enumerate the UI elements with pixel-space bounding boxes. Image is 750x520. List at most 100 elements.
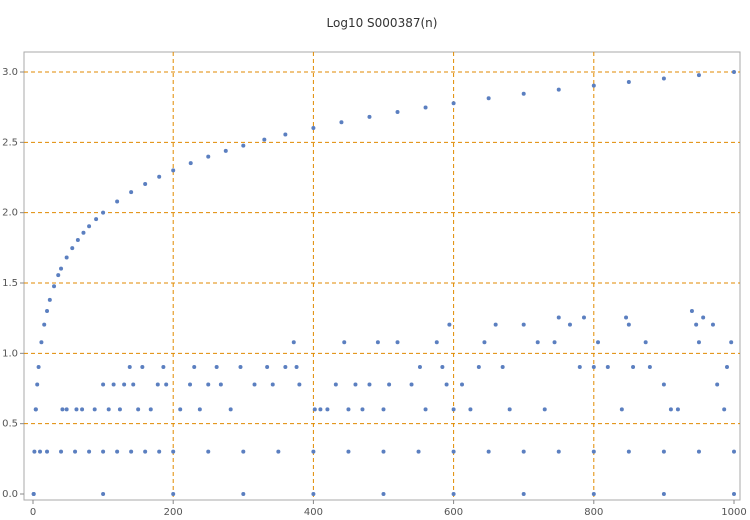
data-point: [143, 181, 148, 186]
data-point: [92, 407, 97, 412]
data-point: [591, 492, 596, 496]
data-point: [45, 449, 50, 454]
data-point: [434, 340, 439, 345]
data-point: [101, 382, 106, 387]
data-point: [140, 364, 145, 369]
data-point: [188, 161, 193, 166]
x-tick-label: 1000: [721, 507, 746, 518]
data-point: [111, 382, 116, 387]
data-point: [521, 91, 526, 96]
data-point: [732, 492, 736, 496]
data-point: [493, 322, 498, 327]
data-point: [155, 382, 160, 387]
data-point: [56, 273, 61, 278]
data-point: [715, 382, 720, 387]
data-point: [626, 322, 631, 327]
data-point: [447, 322, 452, 327]
data-point: [206, 154, 211, 159]
data-point: [241, 143, 246, 148]
data-point: [696, 449, 701, 454]
data-point: [241, 449, 246, 454]
data-point: [206, 382, 211, 387]
data-point: [157, 449, 162, 454]
data-point: [460, 382, 465, 387]
data-point: [129, 449, 134, 454]
data-point: [325, 407, 330, 412]
axis-ticks: 0 200 400 600 800 1000 0.0 0.5 1.0 1.5 2.0 2.5 3.0: [2, 67, 747, 518]
data-point: [157, 174, 162, 179]
data-point: [395, 340, 400, 345]
data-point: [451, 449, 456, 454]
data-point: [312, 407, 317, 412]
data-point: [631, 364, 636, 369]
data-point: [387, 382, 392, 387]
data-point: [64, 255, 69, 260]
y-tick-label: 0.5: [2, 419, 18, 430]
data-point: [42, 322, 47, 327]
data-point: [724, 364, 729, 369]
data-point: [101, 210, 106, 215]
data-point: [101, 449, 106, 454]
data-point: [416, 449, 421, 454]
data-point: [106, 407, 111, 412]
data-point: [59, 266, 64, 271]
data-point: [39, 340, 44, 345]
data-point: [59, 449, 64, 454]
y-tick-label: 1.5: [2, 278, 18, 289]
data-point: [675, 407, 680, 412]
data-point: [33, 407, 38, 412]
data-point: [423, 105, 428, 110]
data-point: [94, 217, 99, 222]
data-point: [161, 364, 166, 369]
data-point: [241, 492, 246, 496]
data-point: [73, 449, 78, 454]
data-point: [701, 315, 706, 320]
data-point: [342, 340, 347, 345]
data-point: [417, 364, 422, 369]
grid-lines: [24, 52, 740, 500]
data-point: [262, 137, 267, 142]
data-point: [64, 407, 69, 412]
x-tick-label: 600: [444, 507, 463, 518]
data-point: [192, 364, 197, 369]
data-point: [346, 449, 351, 454]
data-point: [619, 407, 624, 412]
data-point: [228, 407, 233, 412]
data-point: [87, 449, 92, 454]
data-point: [122, 382, 127, 387]
data-point: [567, 322, 572, 327]
data-point: [689, 308, 694, 313]
data-point: [115, 449, 120, 454]
data-point: [722, 407, 727, 412]
data-point: [596, 340, 601, 345]
data-point: [451, 492, 456, 496]
data-point: [214, 364, 219, 369]
data-point: [591, 83, 596, 88]
data-point: [297, 382, 302, 387]
x-tick-label: 200: [164, 507, 183, 518]
data-point: [223, 148, 228, 153]
data-point: [732, 449, 736, 454]
data-point: [333, 382, 338, 387]
data-point: [647, 364, 652, 369]
data-point: [696, 340, 701, 345]
data-point: [668, 407, 673, 412]
data-point: [131, 382, 136, 387]
data-point: [626, 79, 631, 84]
data-point: [468, 407, 473, 412]
data-point: [117, 407, 122, 412]
data-point: [74, 407, 79, 412]
data-point: [710, 322, 715, 327]
data-point: [482, 340, 487, 345]
data-point: [367, 382, 372, 387]
data-point: [252, 382, 257, 387]
data-point: [80, 407, 85, 412]
data-point: [591, 364, 596, 369]
data-point: [206, 449, 211, 454]
data-point: [367, 114, 372, 119]
data-point: [218, 382, 223, 387]
data-point: [360, 407, 365, 412]
data-point: [171, 449, 176, 454]
data-point: [31, 492, 36, 496]
